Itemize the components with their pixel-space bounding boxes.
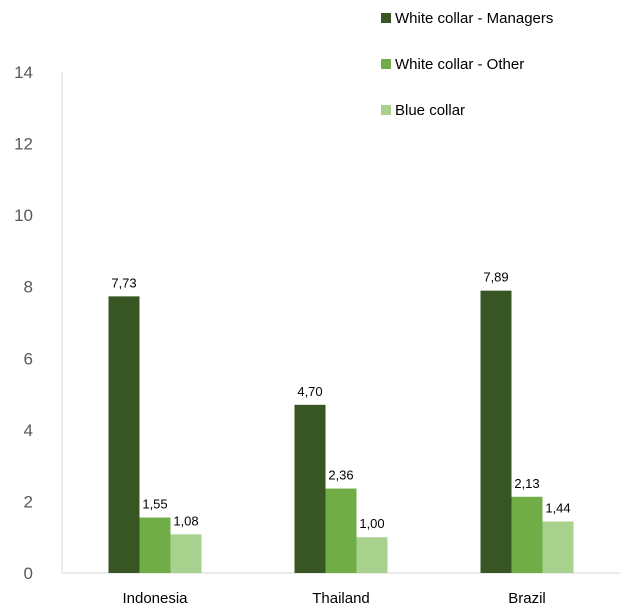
data-label: 1,44 xyxy=(545,500,570,515)
y-axis: 0 2 4 6 8 10 12 14 xyxy=(14,63,63,583)
bar xyxy=(170,534,202,573)
bar xyxy=(108,296,140,573)
x-axis: Indonesia Thailand Brazil xyxy=(62,572,620,607)
y-tick-label: 10 xyxy=(14,206,33,225)
legend-swatch xyxy=(381,105,391,115)
x-tick-label: Indonesia xyxy=(122,590,188,607)
data-label: 7,73 xyxy=(111,275,136,290)
data-label: 7,89 xyxy=(483,270,508,285)
legend: White collar - Managers White collar - Ot… xyxy=(381,10,553,119)
legend-swatch xyxy=(381,13,391,23)
data-label: 2,13 xyxy=(514,476,539,491)
bar xyxy=(294,404,326,573)
y-tick-label: 6 xyxy=(24,349,33,368)
y-tick-label: 8 xyxy=(24,278,33,297)
y-tick-label: 4 xyxy=(24,421,33,440)
y-tick-label: 2 xyxy=(24,492,33,511)
data-label: 1,55 xyxy=(142,497,167,512)
data-label: 1,08 xyxy=(173,513,198,528)
bar xyxy=(139,517,171,573)
y-tick-label: 14 xyxy=(14,63,33,82)
x-tick-label: Brazil xyxy=(508,590,546,607)
legend-label: White collar - Other xyxy=(395,56,524,73)
legend-swatch xyxy=(381,59,391,69)
data-labels: 7,73 4,70 7,89 1,55 2,36 2,13 1,08 1,00 1,44 xyxy=(111,270,570,532)
data-label: 2,36 xyxy=(328,468,353,483)
legend-label: Blue collar xyxy=(395,102,465,119)
bars xyxy=(108,290,574,573)
bar xyxy=(356,537,388,573)
legend-label: White collar - Managers xyxy=(395,10,553,27)
bar xyxy=(542,521,574,573)
data-label: 1,00 xyxy=(359,516,384,531)
bar xyxy=(325,488,357,573)
y-tick-label: 0 xyxy=(24,564,33,583)
bar xyxy=(511,496,543,573)
bar xyxy=(480,290,512,573)
y-tick-label: 12 xyxy=(14,135,33,154)
x-tick-label: Thailand xyxy=(312,590,370,607)
data-label: 4,70 xyxy=(297,384,322,399)
